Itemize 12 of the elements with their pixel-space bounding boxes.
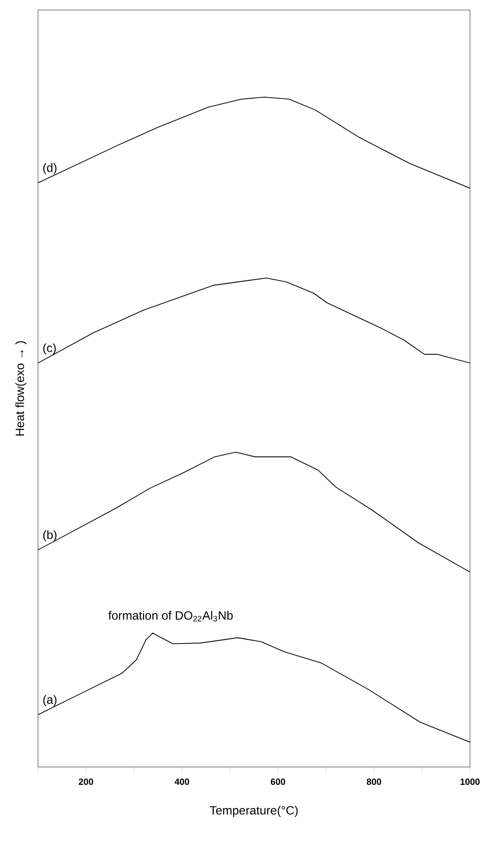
annotation: formation of DO$_{22}$Al$_{3}$Nb: [108, 610, 233, 622]
series-label: (a): [43, 695, 56, 706]
x-tick-label: 200: [78, 778, 94, 785]
x-tick-label: 600: [270, 778, 286, 785]
series-label: (b): [43, 530, 56, 542]
series-label: (c): [43, 343, 56, 354]
x-tick-label: 400: [174, 778, 190, 785]
x-axis-title: Temperature(°C): [210, 806, 298, 817]
y-axis-title: Heat flow(exo → ): [15, 341, 26, 436]
x-tick-label: 1000: [460, 778, 480, 785]
x-tick-label: 800: [366, 778, 382, 785]
series-label: (d): [43, 163, 56, 174]
